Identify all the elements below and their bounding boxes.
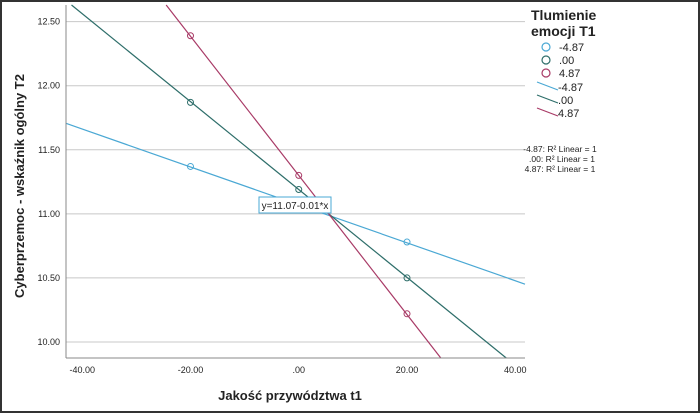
- legend-title-line2: emocji T1: [531, 23, 596, 39]
- x-tick-label: -40.00: [69, 365, 95, 375]
- data-point: [186, 162, 194, 170]
- legend-marker-icon: [541, 68, 551, 78]
- data-point: [186, 32, 194, 40]
- legend-line-icon: [536, 81, 559, 91]
- y-axis-label: Cyberprzemoc - wskaźnik ogólny T2: [12, 74, 27, 298]
- legend-line-icon: [536, 107, 559, 117]
- legend-marker-label: .00: [559, 55, 574, 67]
- data-point: [403, 238, 411, 246]
- data-point: [295, 186, 303, 194]
- legend-r2-label: -4.87: R² Linear = 1: [523, 144, 597, 154]
- legend-line-icon: [536, 94, 559, 104]
- fit-equation: y=11.07-0.01*x: [262, 201, 329, 212]
- data-point: [403, 310, 411, 318]
- legend-r2-label: .00: R² Linear = 1: [529, 154, 595, 164]
- x-tick-label: -20.00: [178, 365, 204, 375]
- y-tick-label: 11.00: [38, 209, 60, 219]
- x-axis-label: Jakość przywództwa t1: [218, 388, 362, 403]
- y-tick-label: 11.50: [38, 145, 60, 155]
- legend-marker-icon: [541, 55, 551, 65]
- data-point: [186, 98, 194, 106]
- legend-line-label: -4.87: [558, 82, 583, 94]
- data-point: [295, 171, 303, 179]
- legend-line-label: .00: [558, 95, 573, 107]
- legend-marker-label: 4.87: [559, 68, 580, 80]
- y-tick-label: 10.00: [37, 337, 60, 347]
- y-tick-label: 10.50: [37, 273, 60, 283]
- legend-title-line1: Tlumienie: [531, 7, 597, 23]
- legend-marker-label: -4.87: [559, 42, 584, 54]
- data-point: [403, 274, 411, 282]
- x-tick-label: .00: [292, 365, 305, 375]
- fit-line-.00: [71, 4, 507, 359]
- fit-annotation-box: [258, 196, 332, 214]
- legend-r2-label: 4.87: R² Linear = 1: [525, 164, 596, 174]
- y-tick-label: 12.00: [37, 81, 60, 91]
- fit-annotation: y=11.07-0.01*x: [258, 196, 332, 214]
- x-tick-label: 40.00: [504, 365, 527, 375]
- y-tick-label: 12.50: [37, 17, 60, 27]
- legend: Tlumienie emocji T1 -4.87.004.87-4.87.00…: [523, 7, 597, 174]
- legend-marker-icon: [541, 42, 551, 52]
- legend-line-label: 4.87: [558, 108, 579, 120]
- x-tick-label: 20.00: [396, 365, 419, 375]
- fit-line-4.87: [165, 4, 442, 359]
